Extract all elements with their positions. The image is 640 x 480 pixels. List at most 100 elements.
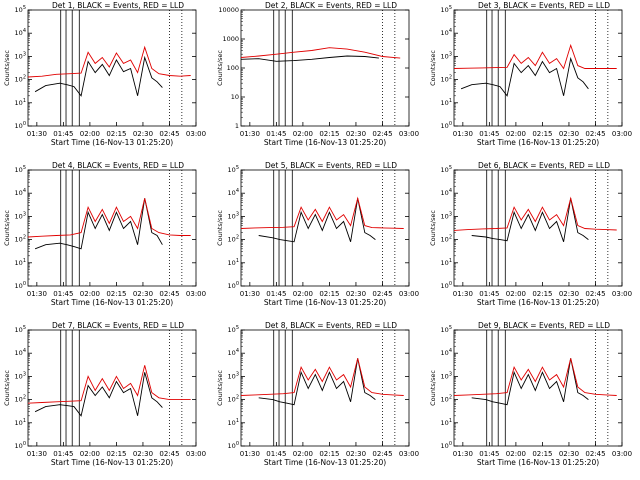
y-tick-label: 1 xyxy=(235,122,239,130)
events-series-line xyxy=(34,372,163,417)
y-axis-label: Counts/sec xyxy=(429,50,437,86)
y-tick-label: 100 xyxy=(15,441,26,450)
x-tick-label: 02:15 xyxy=(319,450,339,458)
x-axis-label: Start Time (16-Nov-13 01:25:20) xyxy=(51,458,173,467)
x-tick-label: 02:30 xyxy=(133,290,153,298)
detector-1-chart: 100 101 102 103 104 105 01:30 01:45 02:00 02:15 02… xyxy=(3,1,206,147)
events-series-line xyxy=(460,56,589,97)
x-tick-label: 02:45 xyxy=(372,130,392,138)
chart-title: Det 8, BLACK = Events, RED = LLD xyxy=(265,321,397,330)
x-axis-label: Start Time (16-Nov-13 01:25:20) xyxy=(264,138,386,147)
x-tick-label: 02:00 xyxy=(80,290,100,298)
y-tick-label: 101 xyxy=(441,258,452,267)
x-tick-label: 01:30 xyxy=(27,130,47,138)
lld-series-line xyxy=(453,196,617,231)
y-axis-label: Counts/sec xyxy=(429,210,437,246)
x-tick-label: 03:00 xyxy=(186,290,206,298)
y-tick-label: 105 xyxy=(441,165,452,174)
chart-title: Det 4, BLACK = Events, RED = LLD xyxy=(52,161,184,170)
x-tick-label: 01:30 xyxy=(453,450,473,458)
y-tick-label: 102 xyxy=(441,235,452,244)
x-tick-label: 02:45 xyxy=(585,450,605,458)
x-tick-label: 01:30 xyxy=(27,450,47,458)
y-tick-label: 100 xyxy=(441,441,452,450)
x-tick-label: 02:30 xyxy=(133,130,153,138)
y-tick-label: 101 xyxy=(228,418,239,427)
y-tick-label: 103 xyxy=(15,371,26,380)
y-tick-label: 105 xyxy=(441,5,452,14)
x-tick-label: 01:45 xyxy=(53,130,73,138)
x-tick-label: 02:45 xyxy=(372,450,392,458)
events-series-line xyxy=(471,358,589,406)
plot-frame xyxy=(453,9,623,127)
plot-frame xyxy=(240,329,410,447)
y-tick-label: 100 xyxy=(441,281,452,290)
x-tick-label: 02:15 xyxy=(319,290,339,298)
x-axis-label: Start Time (16-Nov-13 01:25:20) xyxy=(477,138,599,147)
y-tick-label: 102 xyxy=(441,395,452,404)
x-tick-label: 02:00 xyxy=(293,290,313,298)
x-tick-label: 02:00 xyxy=(80,130,100,138)
y-tick-label: 104 xyxy=(441,28,452,37)
y-tick-label: 100 xyxy=(227,64,239,72)
x-tick-label: 01:30 xyxy=(240,130,260,138)
x-tick-label: 02:00 xyxy=(80,450,100,458)
y-tick-label: 102 xyxy=(15,235,26,244)
y-axis-label: Counts/sec xyxy=(3,370,11,406)
y-tick-label: 100 xyxy=(15,281,26,290)
x-tick-label: 01:45 xyxy=(266,290,286,298)
x-tick-label: 01:45 xyxy=(266,130,286,138)
chart-title: Det 1, BLACK = Events, RED = LLD xyxy=(52,1,184,10)
chart-title: Det 7, BLACK = Events, RED = LLD xyxy=(52,321,184,330)
y-tick-label: 105 xyxy=(15,5,26,14)
x-axis-label: Start Time (16-Nov-13 01:25:20) xyxy=(264,298,386,307)
detector-5-chart: 100 101 102 103 104 105 01:30 01:45 02:00 02:15 02… xyxy=(216,161,419,307)
y-axis-label: Counts/sec xyxy=(216,50,224,86)
x-axis-label: Start Time (16-Nov-13 01:25:20) xyxy=(51,298,173,307)
x-tick-label: 02:45 xyxy=(159,130,179,138)
x-tick-label: 02:30 xyxy=(559,130,579,138)
x-tick-label: 03:00 xyxy=(399,450,419,458)
y-tick-label: 100 xyxy=(228,441,239,450)
lld-series-line xyxy=(453,358,617,396)
x-tick-label: 02:30 xyxy=(346,450,366,458)
x-tick-label: 02:45 xyxy=(585,290,605,298)
plot-frame xyxy=(27,9,197,127)
y-tick-label: 101 xyxy=(15,258,26,267)
detector-4-chart: 100 101 102 103 104 105 01:30 01:45 02:00 02:15 02… xyxy=(3,161,206,307)
x-tick-label: 02:15 xyxy=(106,450,126,458)
plot-frame xyxy=(27,329,197,447)
y-tick-label: 105 xyxy=(441,325,452,334)
y-tick-label: 104 xyxy=(15,348,26,357)
x-tick-label: 02:30 xyxy=(346,290,366,298)
x-tick-label: 02:00 xyxy=(293,450,313,458)
x-tick-label: 02:45 xyxy=(159,290,179,298)
x-tick-label: 02:15 xyxy=(532,290,552,298)
x-tick-label: 02:30 xyxy=(559,450,579,458)
plot-frame xyxy=(240,9,410,127)
x-tick-label: 01:45 xyxy=(266,450,286,458)
detector-3-chart: 100 101 102 103 104 105 01:30 01:45 02:00 02:15 02… xyxy=(429,1,632,147)
x-tick-label: 01:45 xyxy=(479,450,499,458)
chart-title: Det 3, BLACK = Events, RED = LLD xyxy=(478,1,610,10)
x-tick-label: 02:00 xyxy=(293,130,313,138)
lld-series-line xyxy=(27,198,191,238)
detector-6-chart: 100 101 102 103 104 105 01:30 01:45 02:00 02:15 02… xyxy=(429,161,632,307)
x-tick-label: 02:30 xyxy=(559,290,579,298)
x-tick-label: 03:00 xyxy=(612,130,632,138)
x-tick-label: 01:30 xyxy=(453,130,473,138)
y-tick-label: 103 xyxy=(228,371,239,380)
x-tick-label: 02:45 xyxy=(372,290,392,298)
x-tick-label: 02:45 xyxy=(159,450,179,458)
y-tick-label: 100 xyxy=(228,281,239,290)
lld-series-line xyxy=(240,358,404,396)
y-tick-label: 101 xyxy=(15,98,26,107)
x-tick-label: 02:30 xyxy=(133,450,153,458)
lld-series-line xyxy=(240,47,401,59)
events-series-line xyxy=(240,55,379,62)
y-tick-label: 101 xyxy=(441,98,452,107)
y-tick-label: 105 xyxy=(15,165,26,174)
y-tick-label: 103 xyxy=(441,211,452,220)
y-tick-label: 104 xyxy=(228,188,239,197)
